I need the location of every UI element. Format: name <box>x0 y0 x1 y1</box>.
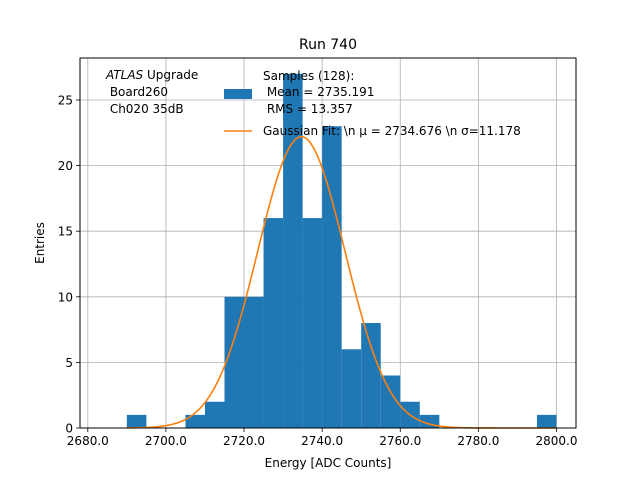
legend-hist-swatch <box>224 89 252 99</box>
x-tick-label: 2800.0 <box>535 434 577 448</box>
y-axis-ticks: 0 5 10 15 20 25 <box>58 93 80 436</box>
y-tick-label: 10 <box>58 290 73 304</box>
legend-fit-label: Gaussian Fit: \n μ = 2734.676 \n σ=11.17… <box>263 124 521 138</box>
x-tick-label: 2680.0 <box>67 434 109 448</box>
atlas-annotation-line-2: Board260 <box>106 85 168 99</box>
x-tick-label: 2720.0 <box>223 434 265 448</box>
histogram-bar <box>263 218 284 428</box>
x-tick-label: 2780.0 <box>457 434 499 448</box>
histogram-bar <box>341 349 362 428</box>
histogram-bar <box>361 323 381 428</box>
y-tick-label: 25 <box>58 93 73 107</box>
x-tick-label: 2740.0 <box>301 434 343 448</box>
histogram-bar <box>185 414 205 428</box>
x-axis-label: Energy [ADC Counts] <box>265 456 392 470</box>
legend-hist-label-line-3: RMS = 13.357 <box>263 102 353 116</box>
legend: Samples (128): Mean = 2735.191 RMS = 13.… <box>224 69 521 138</box>
y-tick-label: 5 <box>65 356 73 370</box>
y-tick-label: 15 <box>58 225 73 239</box>
y-tick-label: 20 <box>58 159 73 173</box>
atlas-annotation-line-3: Ch020 35dB <box>106 102 184 116</box>
legend-hist-label-line-1: Samples (128): <box>263 69 354 83</box>
y-axis-label: Entries <box>33 222 47 264</box>
histogram-bars <box>126 73 557 428</box>
histogram-bar <box>536 414 557 428</box>
histogram-bar <box>126 414 147 428</box>
histogram-bar <box>204 401 225 428</box>
y-tick-label: 0 <box>65 422 73 436</box>
histogram-bar <box>283 73 303 428</box>
x-axis-ticks: 2680.0 2700.0 2720.0 2740.0 2760.0 2780.0 2800… <box>67 428 577 448</box>
legend-hist-label-line-2: Mean = 2735.191 <box>263 85 374 99</box>
histogram-bar <box>380 375 401 428</box>
histogram-bar <box>224 296 245 428</box>
atlas-annotation-line-1: ATLAS Upgrade <box>105 68 198 82</box>
chart-title: Run 740 <box>299 37 357 53</box>
x-tick-label: 2700.0 <box>145 434 187 448</box>
atlas-upgrade-label: Upgrade <box>143 68 198 82</box>
histogram-bar <box>302 218 323 428</box>
atlas-annotation: ATLAS Upgrade Board260 Ch020 35dB <box>105 68 198 116</box>
plot-frame <box>79 57 577 429</box>
x-tick-label: 2760.0 <box>379 434 421 448</box>
atlas-italic-label: ATLAS <box>105 68 144 82</box>
histogram-bar <box>322 126 342 428</box>
histogram-bar <box>244 296 264 428</box>
